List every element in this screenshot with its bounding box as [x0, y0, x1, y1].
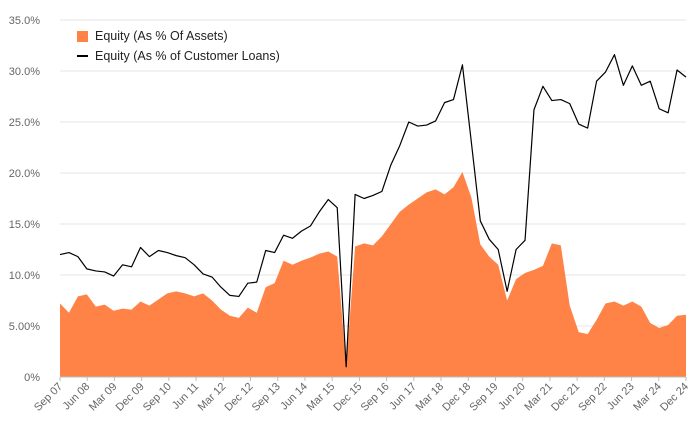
x-tick-label: Mar 18 [413, 381, 446, 414]
x-tick-label: Mar 12 [196, 381, 229, 414]
area-series-assets [60, 171, 686, 377]
legend-label-loans: Equity (As % of Customer Loans) [95, 49, 280, 63]
legend-label-assets: Equity (As % Of Assets) [95, 29, 228, 43]
x-tick-label: Jun 17 [387, 381, 419, 413]
legend-item-assets[interactable]: Equity (As % Of Assets) [77, 26, 280, 46]
y-tick-label: 35.0% [9, 15, 40, 27]
y-tick-label: 0% [24, 372, 40, 384]
legend-swatch-loans [77, 55, 88, 57]
line-series-layer [59, 54, 687, 368]
legend-item-loans[interactable]: Equity (As % of Customer Loans) [77, 46, 280, 66]
y-tick-label: 5.00% [9, 321, 40, 333]
x-tick-label: Jun 08 [60, 381, 92, 413]
x-tick-label: Sep 22 [576, 381, 609, 414]
x-tick-label: Sep 13 [250, 381, 283, 414]
line-series-loans [59, 54, 687, 368]
axes [59, 376, 687, 381]
x-tick-label: Mar 24 [631, 381, 664, 414]
x-tick-label: Dec 12 [223, 381, 256, 414]
x-tick-label: Dec 09 [114, 381, 147, 414]
x-tick-label: Jun 23 [605, 381, 637, 413]
x-tick-label: Jun 11 [170, 381, 201, 412]
x-tick-label: Jun 20 [496, 381, 528, 413]
y-tick-label: 20.0% [9, 168, 40, 180]
legend-swatch-assets [77, 30, 88, 42]
x-tick-label: Mar 09 [87, 381, 120, 414]
x-tick-label: Sep 19 [467, 381, 500, 414]
x-tick-label: Sep 07 [32, 381, 65, 414]
x-tick-label: Dec 21 [549, 381, 582, 414]
x-tick-label: Mar 21 [522, 381, 555, 414]
x-tick-label: Sep 16 [359, 381, 392, 414]
x-tick-label: Dec 24 [658, 381, 691, 414]
x-tick-label: Dec 18 [440, 381, 473, 414]
legend: Equity (As % Of Assets) Equity (As % of … [77, 26, 280, 66]
grid-lines [60, 19, 686, 327]
y-tick-label: 10.0% [9, 270, 40, 282]
area-series-layer [60, 171, 686, 377]
x-tick-label: Mar 15 [305, 381, 338, 414]
x-tick-label: Sep 10 [141, 381, 174, 414]
x-tick-label: Dec 15 [331, 381, 364, 414]
x-tick-label: Jun 14 [278, 381, 310, 413]
y-tick-labels: 0% 5.00% 10.0% 15.0% 20.0% 25.0% 30.0% 35.0% [9, 15, 40, 384]
y-tick-label: 25.0% [9, 117, 40, 129]
y-tick-label: 15.0% [9, 219, 40, 231]
y-tick-label: 30.0% [9, 66, 40, 78]
